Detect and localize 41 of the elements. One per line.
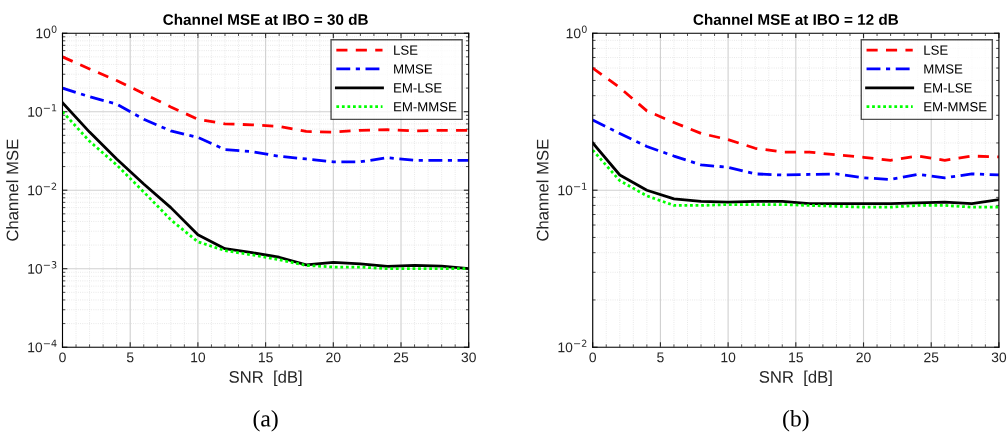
x-tick-label: 10 <box>721 352 736 363</box>
y-tick-label: 10$^{−2}$ <box>28 182 57 196</box>
legend-label: LSE <box>924 45 948 55</box>
legend-label: MMSE <box>924 64 963 74</box>
x-tick-label: 25 <box>924 352 939 363</box>
y-tick-label: 10$^{−3}$ <box>28 261 57 274</box>
x-tick-label: 20 <box>856 352 871 363</box>
x-axis-title: SNR [dB] <box>759 370 832 387</box>
y-axis-title: Channel MSE <box>6 139 19 241</box>
x-tick-label: 0 <box>59 352 66 363</box>
line-series <box>592 118 999 181</box>
x-tick-label: 15 <box>789 352 803 363</box>
x-axis-title: SNR [dB] <box>229 370 302 387</box>
y-tick-label: 10$^{−2}$ <box>558 339 587 353</box>
text: (a) <box>253 410 278 432</box>
line-series <box>592 66 999 162</box>
x-tick-label: 20 <box>326 352 341 363</box>
chart-title: Channel MSE at IBO = 30 dB <box>163 13 368 26</box>
text: (b) <box>783 410 809 432</box>
y-axis-title: Channel MSE <box>536 139 549 241</box>
line-series <box>62 55 469 134</box>
legend-label: MMSE <box>394 64 433 74</box>
x-tick-label: 5 <box>126 352 134 363</box>
legend-label: EM-LSE <box>394 83 442 93</box>
x-tick-label: 10 <box>191 352 206 363</box>
legend-label: EM-LSE <box>924 83 972 93</box>
chart-title: Channel MSE at IBO = 12 dB <box>693 13 899 26</box>
x-tick-label: 25 <box>393 352 409 363</box>
y-tick-label: 10$^{0}$ <box>36 25 57 39</box>
x-tick-label: 30 <box>991 352 1007 363</box>
legend-label: EM-MMSE <box>924 102 987 112</box>
y-tick-label: 10$^{−4}$ <box>28 339 57 353</box>
x-tick-label: 0 <box>589 352 597 363</box>
x-tick-label: 5 <box>657 352 664 363</box>
legend-label: EM-MMSE <box>394 102 457 112</box>
y-tick-label: 10$^{−1}$ <box>28 104 57 117</box>
y-tick-label: 10$^{−1}$ <box>558 182 587 196</box>
legend-label: LSE <box>394 45 418 55</box>
x-tick-label: 30 <box>461 352 476 363</box>
x-tick-label: 15 <box>258 352 273 363</box>
y-tick-label: 10$^{0}$ <box>566 25 587 39</box>
